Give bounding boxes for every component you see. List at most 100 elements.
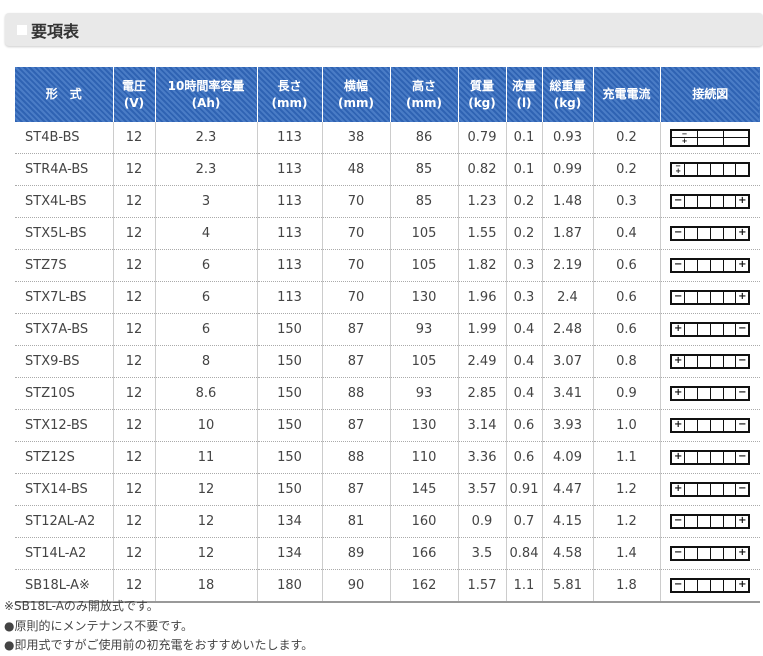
table-row: STX7L-BS 12 6 113 70 130 1.96 0.3 2.4 0.6 − +: [15, 281, 760, 314]
table-cell: 105: [389, 345, 458, 378]
table-cell: STX4L-BS: [15, 185, 113, 218]
table-cell: 1.96: [457, 281, 506, 314]
connection-diagram-cell: − +: [659, 505, 760, 538]
table-cell: 10: [154, 409, 257, 442]
table-cell: 2.3: [154, 122, 257, 154]
table-cell: 3.07: [541, 345, 593, 378]
table-cell: 0.2: [505, 185, 542, 218]
connection-diagram-icon: + −: [670, 322, 751, 337]
connection-diagram-icon: + −: [670, 386, 751, 401]
table-cell: 48: [321, 153, 390, 186]
table-cell: 1.55: [457, 217, 506, 250]
table-cell: 4.09: [541, 441, 593, 474]
table-cell: 85: [389, 185, 458, 218]
table-cell: 150: [256, 409, 322, 442]
column-header: 総重量 (kg): [541, 67, 593, 122]
table-cell: SB18L-A※: [15, 569, 113, 603]
table-cell: 6: [154, 313, 257, 346]
table-row: ST4B-BS 12 2.3 113 38 86 0.79 0.1 0.93 0.2 − +: [15, 122, 760, 154]
connection-diagram-cell: + −: [659, 377, 760, 410]
connection-diagram-cell: − +: [659, 537, 760, 570]
column-header: 電圧 (V): [112, 67, 155, 122]
column-header-label: (kg): [468, 95, 496, 110]
connection-diagram-icon: − +: [670, 546, 751, 561]
table-cell: 105: [389, 217, 458, 250]
connection-diagram-icon: − +: [670, 258, 751, 273]
table-cell: 38: [321, 122, 390, 154]
table-cell: 12: [112, 249, 155, 282]
connection-diagram-icon: − +: [670, 578, 751, 593]
table-cell: 93: [389, 313, 458, 346]
table-cell: 2.3: [154, 153, 257, 186]
table-cell: 0.6: [592, 281, 660, 314]
connection-diagram-icon: + −: [670, 450, 751, 465]
table-cell: 180: [256, 569, 322, 603]
table-cell: 12: [112, 473, 155, 506]
table-cell: 12: [112, 281, 155, 314]
table-cell: 1.48: [541, 185, 593, 218]
table-cell: 1.8: [592, 569, 660, 603]
table-cell: 12: [112, 505, 155, 538]
table-cell: 3.41: [541, 377, 593, 410]
table-cell: STR4A-BS: [15, 153, 113, 186]
table-cell: 18: [154, 569, 257, 603]
table-row: STX4L-BS 12 3 113 70 85 1.23 0.2 1.48 0.3 − +: [15, 185, 760, 218]
table-cell: 0.7: [505, 505, 542, 538]
table-row: STX5L-BS 12 4 113 70 105 1.55 0.2 1.87 0.4 − +: [15, 217, 760, 250]
column-header-label: 長さ: [277, 78, 302, 93]
table-cell: 1.0: [592, 409, 660, 442]
connection-diagram-icon: + −: [670, 482, 751, 497]
table-cell: 0.3: [505, 249, 542, 282]
table-cell: 0.99: [541, 153, 593, 186]
table-cell: 0.4: [505, 313, 542, 346]
table-cell: 12: [112, 345, 155, 378]
column-header-label: (mm): [271, 95, 308, 110]
column-header-label: (Ah): [191, 95, 221, 110]
table-cell: 3.36: [457, 441, 506, 474]
table-cell: 11: [154, 441, 257, 474]
section-title: 要項表: [31, 21, 80, 41]
table-cell: 0.2: [592, 122, 660, 154]
table-row: STX9-BS 12 8 150 87 105 2.49 0.4 3.07 0.8 + −: [15, 345, 760, 378]
table-cell: 1.4: [592, 537, 660, 570]
table-cell: 150: [256, 377, 322, 410]
table-cell: 90: [321, 569, 390, 603]
table-row: STX14-BS 12 12 150 87 145 3.57 0.91 4.47 1.2 + −: [15, 473, 760, 506]
table-cell: 0.2: [592, 153, 660, 186]
table-cell: 0.4: [592, 217, 660, 250]
table-cell: 12: [154, 505, 257, 538]
table-cell: 110: [389, 441, 458, 474]
table-cell: 2.85: [457, 377, 506, 410]
column-header-label: 10時間率容量: [167, 78, 245, 93]
column-header: 横幅 (mm): [321, 67, 390, 122]
column-header: 充電電流: [592, 67, 660, 122]
table-cell: 1.23: [457, 185, 506, 218]
connection-diagram-cell: + −: [659, 409, 760, 442]
table-cell: 12: [112, 441, 155, 474]
column-header-label: (l): [516, 95, 532, 110]
connection-diagram-cell: + −: [659, 313, 760, 346]
table-cell: 0.6: [592, 249, 660, 282]
table-cell: 3: [154, 185, 257, 218]
table-row: STZ10S 12 8.6 150 88 93 2.85 0.4 3.41 0.9 + −: [15, 377, 760, 410]
table-cell: 4: [154, 217, 257, 250]
section-header: 要項表: [5, 13, 763, 46]
table-cell: 113: [256, 153, 322, 186]
table-cell: 12: [112, 185, 155, 218]
table-cell: 2.19: [541, 249, 593, 282]
connection-diagram-cell: + −: [659, 441, 760, 474]
table-cell: 12: [112, 153, 155, 186]
column-header-label: 液量: [511, 78, 536, 93]
connection-diagram-cell: − +: [659, 185, 760, 218]
table-cell: 70: [321, 249, 390, 282]
column-header-label: (mm): [406, 95, 442, 110]
table-cell: 88: [321, 377, 390, 410]
table-cell: 85: [389, 153, 458, 186]
table-cell: 12: [112, 537, 155, 570]
table-row: ST14L-A2 12 12 134 89 166 3.5 0.84 4.58 1.4− +: [15, 537, 760, 570]
table-cell: 1.82: [457, 249, 506, 282]
column-header: 液量 (l): [505, 67, 542, 122]
table-cell: 0.1: [505, 122, 542, 154]
note: ●即用式ですがご使用前の初充電をおすすめいたします。: [4, 638, 314, 652]
table-cell: 1.1: [592, 441, 660, 474]
